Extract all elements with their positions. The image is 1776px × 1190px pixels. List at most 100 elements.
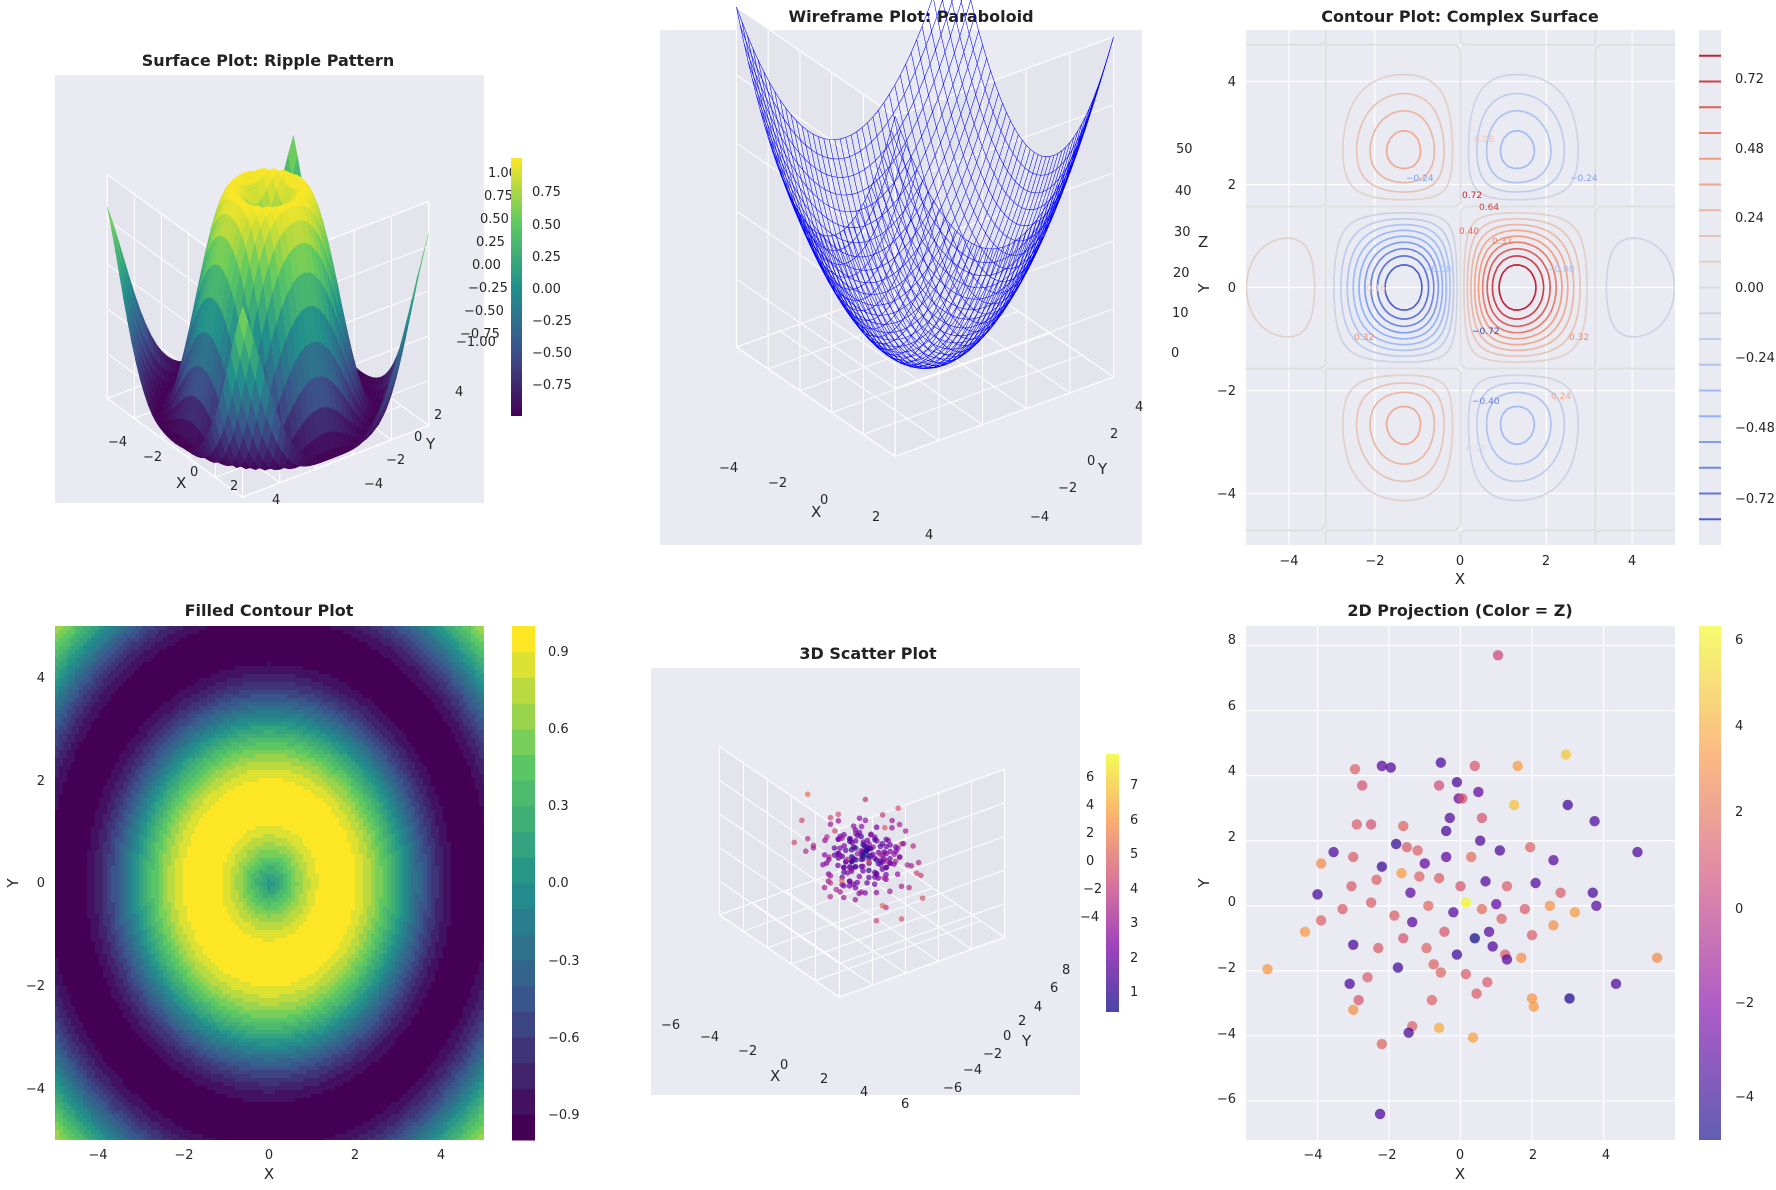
filled-cell [151,730,156,735]
filled-cell [107,850,112,855]
filled-cell [55,1094,60,1099]
filled-cell [123,750,128,755]
filled-cell [63,1042,68,1047]
filled-cell [103,998,108,1003]
filled-cell [59,1038,64,1043]
filled-cell [59,1010,64,1015]
filled-cell [127,1094,132,1099]
filled-cell [151,1086,156,1091]
filled-cell [67,1002,72,1007]
filled-cell [59,694,64,699]
filled-cell [79,1046,84,1051]
filled-cell [127,754,132,759]
filled-cell [83,966,88,971]
filled-cell [75,866,80,871]
filled-cell [143,786,148,791]
filled-cell [119,702,124,707]
filled-cell [67,730,72,735]
filled-cell [59,954,64,959]
filled-cell [103,790,108,795]
filled-cell [135,726,140,731]
filled-cell [147,862,152,867]
filled-cell [59,886,64,891]
filled-cell [135,1086,140,1091]
filled-cell [119,1134,124,1139]
filled-cell [119,834,124,839]
filled-cell [143,1118,148,1123]
filled-cell [71,1118,76,1123]
contour-x-label: X [1455,570,1465,588]
wireframe-x-tick: 2 [872,510,880,525]
filled-cell [119,866,124,871]
filled-cell [63,734,68,739]
filled-cell [155,966,160,971]
filled-cell [151,786,156,791]
filled-cell [119,1110,124,1115]
filled-cell [99,962,104,967]
filled-cell [103,642,108,647]
filled-cell [131,738,136,743]
filled-cell [119,970,124,975]
filled-cell [55,762,60,767]
filled-cell [115,886,120,891]
filled-cell [115,694,120,699]
filled-cell [151,762,156,767]
filled-cell [87,690,92,695]
filled-cell [151,750,156,755]
filled-cell [143,1002,148,1007]
filled-cell [87,698,92,703]
filled-cell [135,814,140,819]
filled-cell [79,806,84,811]
filled-cell [119,626,124,631]
filled-cell [103,1082,108,1087]
filled-cell [83,1102,88,1107]
filled-cell [119,1042,124,1047]
filled-cell [71,914,76,919]
filled-cell [151,930,156,935]
filled-cell [147,754,152,759]
filled-cell [123,1026,128,1031]
filled-cell [123,1102,128,1107]
filled-cell [139,642,144,647]
filled-cell [67,842,72,847]
filled-cell [127,862,132,867]
filled-cell [63,674,68,679]
filled-cell [139,770,144,775]
filled-cell [163,738,168,743]
filled-cell [143,646,148,651]
filled-cell [143,1082,148,1087]
filled-cell [63,1046,68,1051]
filled-cell [143,690,148,695]
filled-cell [159,922,164,927]
filled-cell [67,814,72,819]
filled-cell [55,970,60,975]
filled-cell [119,662,124,667]
filled-cell [131,1066,136,1071]
contour-line [1477,235,1563,340]
filled-cell [147,950,152,955]
filled-cell [75,842,80,847]
filled-cell [79,986,84,991]
filled-cell [119,966,124,971]
filled-cell [155,630,160,635]
filled-cell [107,946,112,951]
filled-cell [79,982,84,987]
filled-cell [83,734,88,739]
filled-cell [75,834,80,839]
filled-cell [59,946,64,951]
surface-z-tick: −0.75 [460,327,500,342]
filled-cell [147,746,152,751]
filled-cell [131,842,136,847]
filled-cell [55,974,60,979]
filled-cell [91,978,96,983]
filled-cell [155,666,160,671]
filled-cell [107,746,112,751]
filled-cell [123,878,128,883]
filled-cell [95,710,100,715]
filled-cell [159,758,164,763]
filled-cell [119,1102,124,1107]
filled-cell [147,930,152,935]
filled-cell [131,930,136,935]
filled-cell [127,750,132,755]
filled-cell [83,750,88,755]
